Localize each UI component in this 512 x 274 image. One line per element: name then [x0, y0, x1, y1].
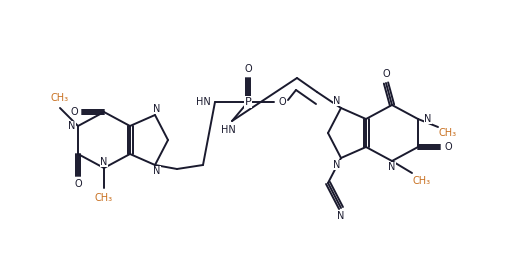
Text: CH₃: CH₃ — [439, 128, 457, 138]
Text: N: N — [337, 211, 345, 221]
Text: N: N — [153, 104, 161, 114]
Text: O: O — [74, 179, 82, 189]
Text: HN: HN — [196, 97, 210, 107]
Text: N: N — [333, 96, 340, 106]
Text: O: O — [382, 69, 390, 79]
Text: O: O — [244, 64, 252, 74]
Text: CH₃: CH₃ — [51, 93, 69, 103]
Text: O: O — [444, 142, 452, 152]
Text: HN: HN — [221, 125, 236, 135]
Text: N: N — [424, 114, 432, 124]
Text: N: N — [388, 162, 396, 172]
Text: CH₃: CH₃ — [413, 176, 431, 186]
Text: N: N — [153, 166, 161, 176]
Text: P: P — [245, 97, 251, 107]
Text: N: N — [333, 160, 340, 170]
Text: N: N — [100, 157, 108, 167]
Text: N: N — [68, 121, 76, 131]
Text: O: O — [70, 107, 78, 117]
Text: CH₃: CH₃ — [95, 193, 113, 203]
Text: O: O — [278, 97, 286, 107]
